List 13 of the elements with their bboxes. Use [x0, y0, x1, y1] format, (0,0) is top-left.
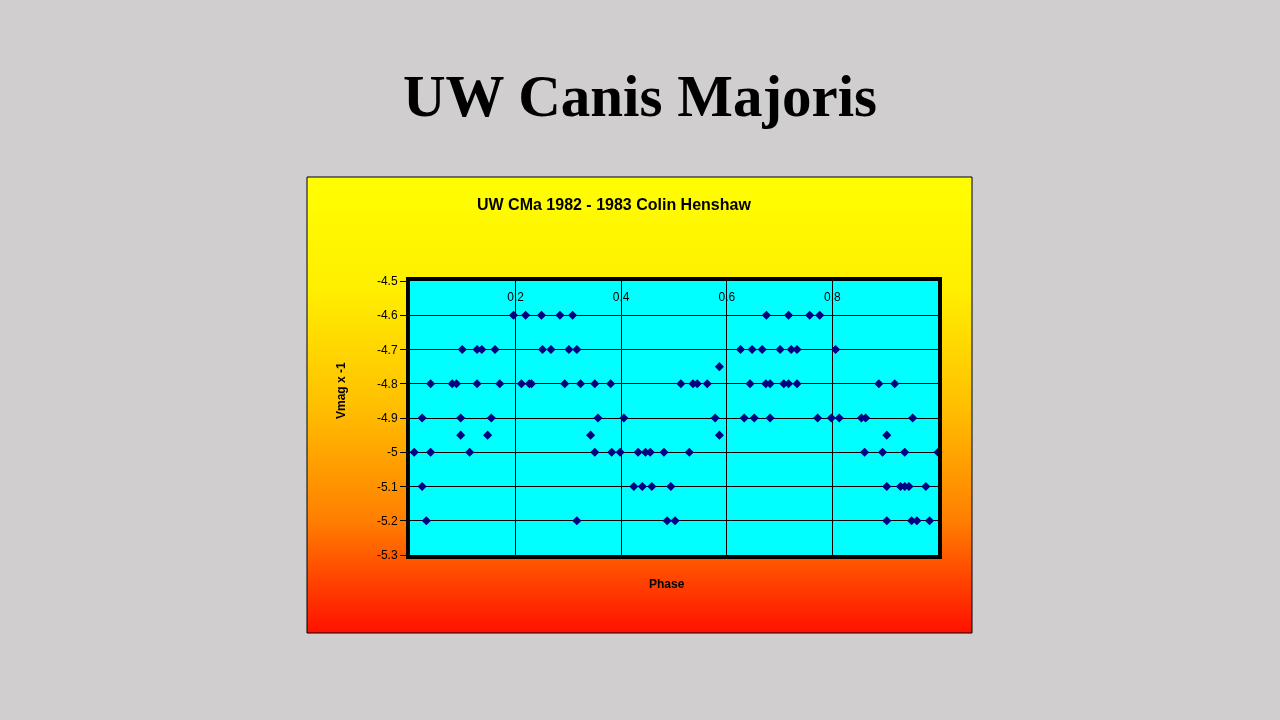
y-tick-label: -4.6	[376, 308, 398, 323]
y-tick-label: -4.9	[376, 411, 398, 426]
y-tick-label: -5	[386, 445, 398, 460]
y-tick-label: -5.2	[376, 513, 398, 528]
y-axis-title: Vmag x -1	[334, 361, 348, 419]
y-tick-label: -5.3	[376, 548, 398, 563]
y-tick-label: -4.7	[376, 342, 398, 357]
y-tick-label: -5.1	[376, 479, 398, 494]
y-tick-label: -4.8	[376, 376, 398, 391]
chart-subtitle: UW CMa 1982 - 1983 Colin Henshaw	[477, 196, 752, 213]
x-axis-title: Phase	[649, 577, 685, 591]
chart-title: UW Canis Majoris	[402, 62, 878, 129]
y-tick-label: -4.5	[376, 274, 398, 289]
